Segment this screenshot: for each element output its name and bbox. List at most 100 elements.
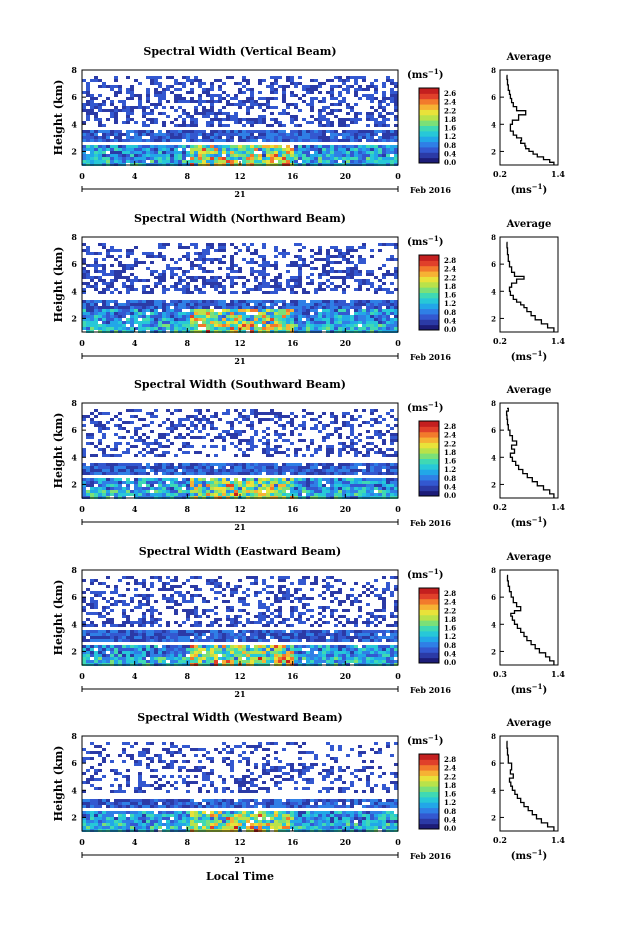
heatmap-cell [158,490,162,493]
heatmap-cell [262,270,266,273]
heatmap-cell [146,252,150,255]
heatmap-cell [150,585,154,588]
heatmap-cell [298,484,302,487]
x-tick-label: 20 [340,338,352,348]
heatmap-cell [102,478,106,481]
heatmap-cell [250,258,254,261]
heatmap-cell [186,657,190,660]
heatmap-cell [278,493,282,496]
heatmap-cell [250,103,254,106]
heatmap-cell [162,463,166,466]
heatmap-cell [130,279,134,282]
heatmap-cell [126,469,130,472]
heatmap-cell [330,136,334,139]
heatmap-cell [370,136,374,139]
heatmap-cell [290,306,294,309]
heatmap-cell [118,315,122,318]
heatmap-cell [206,306,210,309]
heatmap-cell [382,309,386,312]
heatmap-cell [138,478,142,481]
heatmap-cell [134,321,138,324]
heatmap-cell [250,273,254,276]
heatmap-cell [222,118,226,121]
heatmap-cell [210,609,214,612]
heatmap-cell [106,427,110,430]
heatmap-cell [114,463,118,466]
heatmap-cell [90,591,94,594]
heatmap-cell [238,415,242,418]
heatmap-cell [110,487,114,490]
heatmap-cell [314,315,318,318]
heatmap-cell [118,273,122,276]
heatmap-cell [342,154,346,157]
heatmap-cell [186,246,190,249]
heatmap-cell [194,300,198,303]
heatmap-cell [282,151,286,154]
heatmap-cell [342,255,346,258]
heatmap-cell [110,85,114,88]
heatmap-cell [150,624,154,627]
heatmap-cell [302,88,306,91]
heatmap-cell [158,100,162,103]
heatmap-cell [278,151,282,154]
heatmap-cell [270,91,274,94]
heatmap-cell [142,493,146,496]
heatmap-cell [354,309,358,312]
heatmap-cell [202,130,206,133]
heatmap-cell [222,279,226,282]
heatmap-cell [170,258,174,261]
heatmap-cell [218,472,222,475]
heatmap-cell [90,454,94,457]
heatmap-cell [102,621,106,624]
average-profile-line [506,241,555,332]
heatmap-cell [350,136,354,139]
heatmap-cell [206,648,210,651]
heatmap-cell [386,97,390,100]
heatmap-cell [218,246,222,249]
heatmap-cell [330,139,334,142]
heatmap-cell [294,157,298,160]
heatmap-cell [262,160,266,163]
heatmap-cell [150,112,154,115]
heatmap-cell [338,252,342,255]
heatmap-cell [298,276,302,279]
heatmap-cell [118,624,122,627]
heatmap-cell [290,424,294,427]
heatmap-cell [222,469,226,472]
heatmap-cell [378,106,382,109]
heatmap-cell [110,133,114,136]
y-tick-label: 2 [71,146,77,156]
heatmap-cell [206,657,210,660]
heatmap-cell [282,451,286,454]
heatmap-cell [198,94,202,97]
colorbar-swatch [419,271,439,277]
heatmap-cell [298,315,302,318]
heatmap-cell [146,118,150,121]
heatmap-cell [226,315,230,318]
heatmap-cell [86,651,90,654]
heatmap-cell [342,487,346,490]
heatmap-cell [134,94,138,97]
heatmap-cell [106,657,110,660]
heatmap-cell [182,630,186,633]
heatmap-cell [290,285,294,288]
heatmap-cell [182,160,186,163]
heatmap-cell [82,273,86,276]
heatmap-cell [338,427,342,430]
heatmap-cell [122,148,126,151]
x-tick-label: 0 [79,171,85,181]
heatmap-cell [378,243,382,246]
heatmap-cell [314,324,318,327]
heatmap-cell [354,409,358,412]
heatmap-cell [142,660,146,663]
heatmap-cell [134,660,138,663]
heatmap-cell [166,243,170,246]
heatmap-cell [150,160,154,163]
heatmap-cell [170,493,174,496]
heatmap-cell [138,306,142,309]
heatmap-cell [126,636,130,639]
heatmap-cell [206,409,210,412]
heatmap-cell [286,315,290,318]
heatmap-cell [326,451,330,454]
heatmap-cell [310,478,314,481]
